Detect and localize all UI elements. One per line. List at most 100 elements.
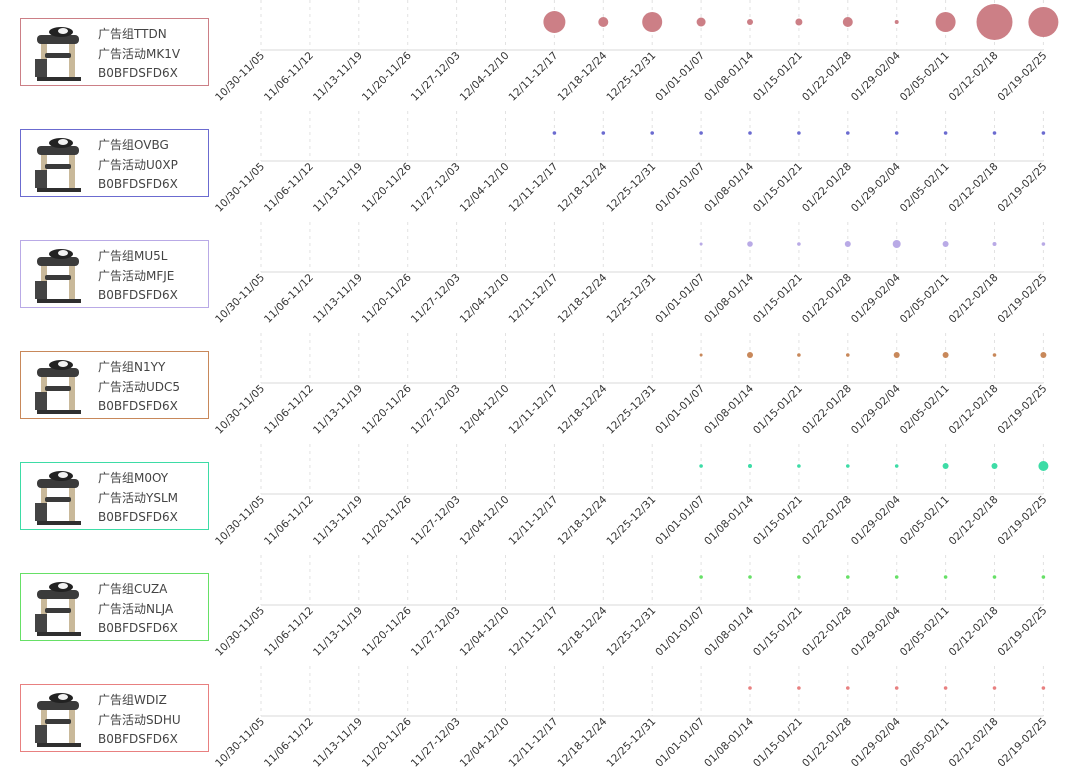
data-point[interactable] (598, 17, 609, 27)
x-tick-label: 12/04-12/10 (458, 605, 512, 659)
ad-group-card[interactable]: 广告组TTDN 广告活动MK1V B0BFDSFD6X (20, 18, 209, 86)
campaign-name: 广告活动MFJE (98, 268, 175, 283)
card-text: 广告组WDIZ 广告活动SDHU B0BFDSFD6X (98, 691, 181, 750)
data-point[interactable] (894, 464, 899, 468)
campaign-name: 广告活动NLJA (98, 601, 174, 616)
x-tick-label: 12/11-12/17 (507, 272, 561, 326)
x-tick-label: 02/12-02/18 (947, 494, 1001, 548)
data-point[interactable] (601, 131, 606, 135)
data-point[interactable] (642, 12, 663, 32)
data-point[interactable] (846, 131, 850, 135)
data-point[interactable] (842, 17, 853, 27)
x-tick-label: 11/13-11/19 (311, 50, 365, 104)
x-tick-label: 02/05-02/11 (898, 50, 952, 104)
data-point[interactable] (1041, 242, 1046, 246)
x-tick-label: 01/22-01/28 (800, 161, 854, 215)
data-point[interactable] (797, 242, 801, 246)
data-point[interactable] (894, 686, 899, 690)
x-tick-label: 12/11-12/17 (507, 605, 561, 659)
data-point[interactable] (543, 11, 566, 33)
data-point[interactable] (797, 575, 801, 579)
x-tick-label: 11/13-11/19 (311, 272, 365, 326)
data-point[interactable] (992, 575, 997, 579)
data-point[interactable] (844, 241, 851, 247)
x-tick-label: 12/11-12/17 (507, 50, 561, 104)
data-point[interactable] (699, 575, 703, 579)
data-point[interactable] (1038, 461, 1049, 471)
data-point[interactable] (846, 575, 850, 579)
data-point[interactable] (699, 353, 703, 357)
data-point[interactable] (893, 352, 900, 358)
ad-group-card[interactable]: 广告组WDIZ 广告活动SDHU B0BFDSFD6X (20, 684, 209, 752)
data-point[interactable] (1040, 352, 1047, 358)
data-point[interactable] (846, 686, 850, 690)
data-point[interactable] (748, 575, 752, 579)
data-point[interactable] (1041, 575, 1046, 579)
data-point[interactable] (699, 464, 703, 468)
data-point[interactable] (650, 131, 654, 135)
data-point[interactable] (992, 242, 997, 246)
data-point[interactable] (696, 17, 706, 27)
data-point[interactable] (992, 353, 997, 357)
x-tick-label: 11/27-12/03 (409, 272, 463, 326)
data-point[interactable] (992, 686, 997, 690)
x-tick-label: 11/13-11/19 (311, 383, 365, 437)
ad-group-card[interactable]: 广告组N1YY 广告活动UDC5 B0BFDSFD6X (20, 351, 209, 419)
data-point[interactable] (942, 352, 949, 358)
data-point[interactable] (797, 353, 801, 357)
x-tick-label: 11/20-11/26 (360, 493, 414, 547)
ad-group-card[interactable]: 广告组CUZA 广告活动NLJA B0BFDSFD6X (20, 573, 209, 641)
data-point[interactable] (797, 686, 801, 690)
data-point[interactable] (976, 4, 1013, 40)
data-point[interactable] (894, 575, 899, 579)
data-point[interactable] (991, 463, 998, 469)
x-tick-label: 01/29-02/04 (849, 271, 903, 325)
x-tick-label: 01/01-01/07 (653, 605, 707, 659)
campaign-name: 广告活动U0XP (98, 157, 178, 172)
data-point[interactable] (943, 686, 948, 690)
data-point[interactable] (699, 242, 703, 246)
data-point[interactable] (552, 131, 557, 135)
data-point[interactable] (747, 241, 753, 247)
data-point[interactable] (846, 464, 850, 468)
data-point[interactable] (846, 353, 850, 357)
data-point[interactable] (894, 20, 899, 24)
data-point[interactable] (797, 131, 801, 135)
data-point[interactable] (892, 240, 901, 248)
data-point[interactable] (1041, 131, 1046, 135)
bubble-chart: 10/30-11/0511/06-11/1211/13-11/1911/20-1… (213, 111, 1050, 215)
data-point[interactable] (943, 575, 948, 579)
ad-group-card[interactable]: 广告组OVBG 广告活动U0XP B0BFDSFD6X (20, 129, 209, 197)
data-point[interactable] (1028, 7, 1059, 37)
ad-group-card[interactable]: 广告组MU5L 广告活动MFJE B0BFDSFD6X (20, 240, 209, 308)
ad-group-card[interactable]: 广告组M0OY 广告活动YSLM B0BFDSFD6X (20, 462, 209, 530)
card-text: 广告组N1YY 广告活动UDC5 B0BFDSFD6X (98, 358, 180, 417)
x-tick-label: 11/27-12/03 (409, 494, 463, 548)
x-tick-label: 12/04-12/10 (458, 161, 512, 215)
x-tick-label: 01/15-01/21 (751, 716, 805, 770)
data-point[interactable] (748, 131, 752, 135)
data-point[interactable] (747, 352, 753, 358)
x-tick-label: 02/19-02/25 (996, 605, 1050, 659)
data-point[interactable] (747, 19, 753, 25)
data-point[interactable] (943, 131, 948, 135)
x-tick-label: 02/05-02/11 (898, 161, 952, 215)
x-tick-label: 01/15-01/21 (751, 605, 805, 659)
data-point[interactable] (748, 686, 752, 690)
data-point[interactable] (935, 12, 956, 32)
asin-code: B0BFDSFD6X (98, 732, 178, 746)
data-point[interactable] (992, 131, 997, 135)
data-point[interactable] (894, 131, 899, 135)
data-point[interactable] (748, 464, 752, 468)
data-point[interactable] (942, 463, 949, 469)
data-point[interactable] (699, 131, 703, 135)
data-point[interactable] (797, 464, 801, 468)
data-point[interactable] (795, 18, 803, 26)
data-point[interactable] (942, 241, 949, 247)
x-tick-label: 11/20-11/26 (360, 382, 414, 436)
x-tick-label: 12/04-12/10 (458, 50, 512, 104)
campaign-row: 广告组N1YY 广告活动UDC5 B0BFDSFD6X 10/30-11/05 1… (0, 333, 1080, 444)
x-tick-label: 02/12-02/18 (947, 272, 1001, 326)
x-tick-label: 11/06-11/12 (262, 716, 316, 770)
data-point[interactable] (1041, 686, 1046, 690)
